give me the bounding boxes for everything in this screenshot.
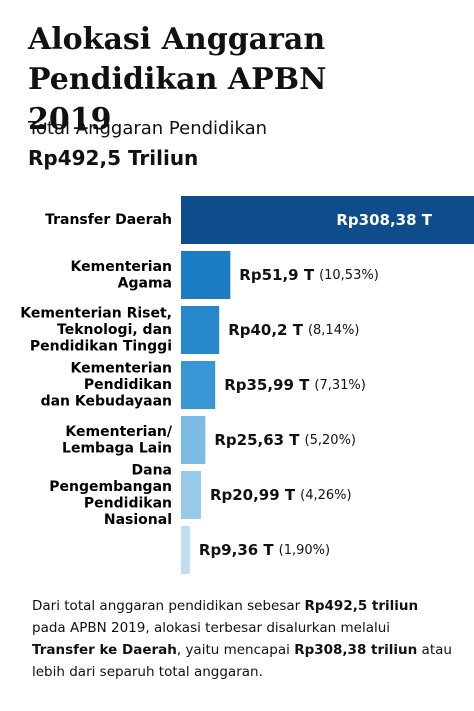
value-text: Rp40,2 T	[228, 321, 304, 339]
note-segment: Rp308,38 triliun	[294, 642, 418, 658]
value-text: Rp51,9 T	[239, 266, 315, 284]
share-text: (5,20%)	[305, 433, 356, 448]
category-label: Kementerian Riset,	[20, 306, 172, 322]
note-segment: Rp492,5 triliun	[304, 598, 419, 614]
value-text: Rp20,99 T	[210, 486, 296, 504]
note-segment: , yaitu mencapai	[176, 642, 295, 658]
subtitle: Total Anggaran Pendidikan	[28, 118, 268, 139]
category-label: Kementerian	[71, 259, 172, 275]
value-text: Rp35,99 T	[224, 376, 310, 394]
category-label: Kementerian/	[65, 424, 172, 440]
note-segment: atau lebih dari separuh total anggaran.	[32, 642, 457, 680]
value-text: Rp9,36 T	[199, 541, 275, 559]
value-label: Rp308,38 T	[336, 211, 432, 229]
value-label: Rp9,36 T (1,90%)	[199, 541, 330, 559]
bar	[181, 471, 201, 519]
category-label: Pengembangan	[49, 479, 172, 495]
value-text: Rp308,38 T	[336, 211, 432, 229]
category-label: Pendidikan Tinggi	[30, 339, 172, 355]
category-label: Agama	[118, 275, 172, 291]
bar	[181, 196, 474, 244]
share-text: (7,31%)	[314, 378, 365, 393]
category-label: Kementerian	[71, 361, 172, 377]
bar	[181, 306, 220, 354]
category-label: Pendidikan	[84, 495, 172, 511]
chart-title: Alokasi Anggaran Pendidikan APBN 2019	[28, 22, 327, 137]
bar	[181, 526, 190, 574]
category-label: Transfer Daerah	[45, 212, 172, 228]
chart: Rp308,38 T Rp51,9 T (10,53%) Rp40,2 T (8,14%…	[20, 196, 474, 574]
value-label: Rp20,99 T (4,26%)	[210, 486, 352, 504]
category-label: Lembaga Lain	[62, 440, 172, 456]
category-label: Pendidikan	[84, 377, 172, 393]
note-segment: Dari total anggaran pendidikan sebesar	[32, 598, 305, 614]
note-segment: Transfer ke Daerah	[32, 642, 177, 658]
value-label: Rp35,99 T (7,31%)	[224, 376, 366, 394]
value-label: Rp25,63 T (5,20%)	[214, 431, 356, 449]
category-label: Dana	[132, 462, 172, 478]
share-text: (10,53%)	[319, 268, 379, 283]
value-label: Rp51,9 T (10,53%)	[239, 266, 378, 284]
category-label: Nasional	[104, 512, 172, 528]
bar	[181, 416, 206, 464]
category-label: dan Kebudayaan	[41, 394, 172, 410]
value-label: Rp40,2 T (8,14%)	[228, 321, 359, 339]
share-text: (1,90%)	[279, 543, 330, 558]
value-text: Rp25,63 T	[214, 431, 300, 449]
category-label: Teknologi, dan	[57, 322, 172, 338]
bar	[181, 361, 216, 409]
note: Dari total anggaran pendidikan sebesar R…	[32, 595, 452, 683]
share-text: (4,26%)	[300, 488, 351, 503]
share-text: (8,14%)	[308, 323, 359, 338]
bar	[181, 251, 231, 299]
total-label: Rp492,5 Triliun	[28, 146, 199, 170]
note-segment: pada APBN 2019, alokasi terbesar disalur…	[32, 598, 423, 636]
